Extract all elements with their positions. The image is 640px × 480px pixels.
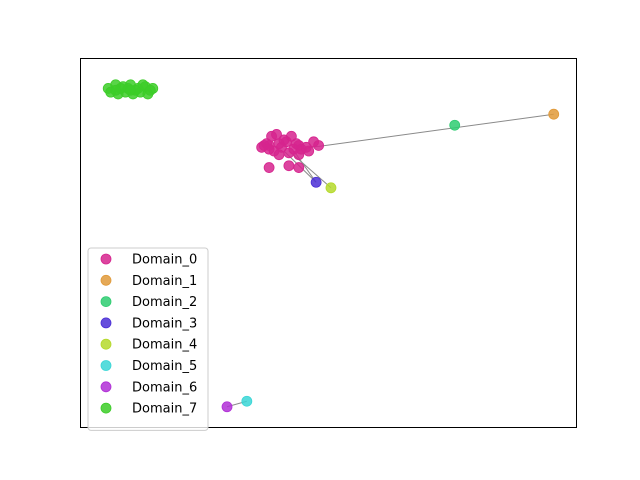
point-domain-0-15 (290, 138, 302, 150)
legend-marker-3 (100, 317, 112, 329)
legend: Domain_0 Domain_1 Domain_2 Domain_3 Domain_4… (87, 247, 209, 431)
point-domain-6-0 (221, 401, 233, 413)
points-layer (102, 79, 560, 413)
edge-line-0 (298, 113, 554, 150)
legend-marker-4 (100, 338, 112, 350)
legend-label-2: Domain_2 (132, 295, 197, 310)
point-domain-0-23 (273, 138, 285, 150)
legend-marker-0 (100, 253, 112, 265)
legend-marker-5 (100, 360, 112, 371)
point-domain-0-11 (300, 141, 312, 153)
point-domain-7-18 (110, 84, 122, 96)
point-domain-7-17 (144, 84, 156, 96)
point-domain-7-16 (137, 79, 149, 91)
legend-marker-7 (100, 402, 112, 414)
legend-label-4: Domain_4 (132, 338, 197, 353)
point-domain-4-0 (325, 182, 337, 194)
legend-marker-2 (100, 296, 112, 308)
legend-marker-1 (100, 274, 112, 286)
plot-frame (80, 58, 577, 428)
legend-label-6: Domain_6 (132, 380, 197, 395)
point-domain-0-17 (285, 130, 297, 142)
point-domain-0-18 (271, 129, 282, 140)
point-domain-1-0 (548, 108, 560, 120)
legend-label-5: Domain_5 (132, 359, 197, 374)
point-domain-0-16 (273, 149, 285, 161)
point-domain-0-22 (256, 141, 268, 153)
point-domain-2-0 (449, 119, 461, 131)
point-domain-0-25 (283, 160, 295, 172)
legend-label-7: Domain_7 (132, 402, 197, 417)
point-domain-0-26 (293, 162, 305, 173)
point-domain-0-3 (283, 147, 295, 159)
legend-box (87, 247, 209, 431)
point-domain-0-19 (293, 149, 305, 161)
point-domain-7-19 (125, 84, 136, 96)
point-domain-0-21 (313, 140, 325, 151)
point-domain-5-0 (241, 395, 253, 407)
legend-label-3: Domain_3 (132, 316, 197, 331)
point-domain-3-0 (310, 176, 322, 188)
point-domain-0-24 (263, 162, 275, 173)
legend-label-1: Domain_1 (132, 274, 197, 289)
legend-label-0: Domain_0 (132, 253, 197, 268)
legend-marker-6 (100, 381, 112, 393)
